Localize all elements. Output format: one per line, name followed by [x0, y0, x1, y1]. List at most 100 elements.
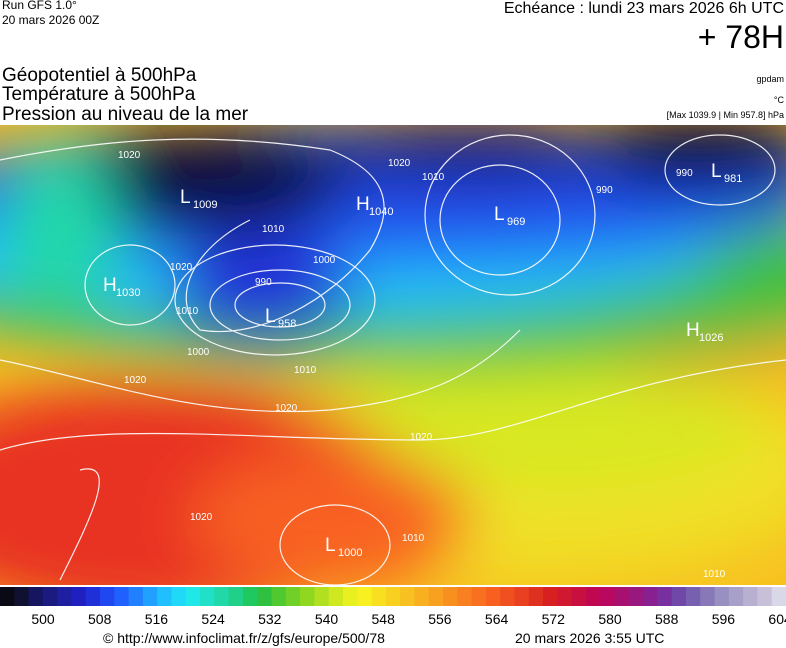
colorbar-swatch — [328, 587, 344, 606]
isobar-label: 1010 — [703, 569, 726, 580]
colorbar-swatch — [385, 587, 401, 606]
colorbar-swatch — [543, 587, 558, 606]
center-value: 981 — [724, 173, 742, 185]
colorbar-swatch — [14, 587, 30, 606]
center-letter: L — [711, 161, 722, 182]
colorbar-label: 500 — [31, 611, 55, 627]
colorbar-label: 580 — [598, 611, 622, 627]
colorbar-swatch — [771, 587, 786, 606]
horizon: + 78H — [698, 19, 784, 55]
center-value: 1026 — [699, 332, 723, 344]
isobar-label: 1020 — [388, 158, 411, 169]
colorbar-swatch — [314, 587, 330, 606]
colorbar-swatch — [71, 587, 87, 606]
colorbar-swatch — [700, 587, 716, 606]
colorbar-swatch — [714, 587, 730, 606]
isobar-label: 1010 — [402, 533, 425, 544]
center-letter: L — [265, 306, 276, 327]
colorbar-swatch — [600, 587, 616, 606]
run-date: 20 mars 2026 00Z — [2, 13, 99, 27]
center-letter: L — [494, 204, 505, 225]
run-label: Run GFS 1.0° — [2, 0, 77, 12]
isobar-label: 1010 — [262, 224, 285, 235]
colorbar-swatch — [57, 587, 72, 606]
isobar-label: 1010 — [294, 365, 317, 376]
colorbar-swatch — [214, 587, 230, 606]
colorbar-swatch — [443, 587, 458, 606]
echeance: Echéance : lundi 23 mars 2026 6h UTC — [504, 0, 784, 17]
colorbar-label: 548 — [372, 611, 396, 627]
center-letter: H — [103, 275, 117, 296]
isobar-label: 990 — [255, 277, 272, 288]
center-value: 958 — [278, 318, 296, 330]
colorbar-swatch — [371, 587, 387, 606]
center-letter: H — [686, 320, 700, 341]
colorbar-swatch — [342, 587, 358, 606]
colorbar-label: 572 — [542, 611, 566, 627]
colorbar-swatch — [142, 587, 158, 606]
colorbar-swatch — [485, 587, 501, 606]
colorbar-label: 516 — [145, 611, 169, 627]
colorbar-swatch — [557, 587, 573, 606]
colorbar-swatch — [228, 587, 244, 606]
colorbar-swatch — [757, 587, 773, 606]
center-value: 1009 — [193, 199, 217, 211]
center-letter: L — [325, 535, 336, 556]
colorbar-swatch — [400, 587, 415, 606]
colorbar-swatch — [585, 587, 601, 606]
colorbar-swatch — [85, 587, 101, 606]
isobar-label: 1020 — [170, 262, 193, 273]
isobar-label: 1020 — [190, 512, 213, 523]
colorbar-swatch — [514, 587, 530, 606]
unit-celsius: °C — [774, 95, 785, 105]
colorbar-label: 532 — [258, 611, 282, 627]
isobar-label: 1010 — [176, 306, 199, 317]
center-value: 969 — [507, 216, 525, 228]
colorbar-swatch — [414, 587, 430, 606]
isobar-label: 1000 — [313, 255, 336, 266]
unit-pressure: [Max 1039.9 | Min 957.8] hPa — [667, 110, 784, 120]
colorbar-swatch — [728, 587, 744, 606]
colorbar-label: 596 — [712, 611, 736, 627]
isobar-label: 990 — [596, 185, 613, 196]
colorbar-swatch — [28, 587, 44, 606]
colorbar-swatch — [300, 587, 315, 606]
colorbar-swatch — [42, 587, 58, 606]
center-letter: H — [356, 194, 370, 215]
map — [0, 125, 786, 585]
colorbar-swatch — [657, 587, 673, 606]
isobar-label: 1020 — [275, 403, 298, 414]
isobar-label: 1000 — [187, 347, 210, 358]
footer-url: © http://www.infoclimat.fr/z/gfs/europe/… — [103, 630, 385, 646]
colorbar-label: 588 — [655, 611, 679, 627]
colorbar-swatch — [500, 587, 515, 606]
colorbar-label: 540 — [315, 611, 339, 627]
colorbar-swatch — [128, 587, 144, 606]
title-geopotential: Géopotentiel à 500hPa — [2, 65, 197, 86]
colorbar-swatch — [271, 587, 287, 606]
colorbar-swatch — [628, 587, 644, 606]
colorbar-swatch — [743, 587, 758, 606]
isobar-label: 1020 — [124, 375, 147, 386]
colorbar-label: 524 — [201, 611, 225, 627]
title-pressure: Pression au niveau de la mer — [2, 104, 249, 125]
title-temperature: Température à 500hPa — [2, 84, 196, 105]
colorbar-swatch — [100, 587, 115, 606]
colorbar-label: 556 — [428, 611, 452, 627]
isobar-label: 990 — [676, 168, 693, 179]
isobar-label: 1010 — [422, 172, 445, 183]
colorbar-swatch — [528, 587, 544, 606]
colorbar-swatch — [671, 587, 687, 606]
colorbar-label: 604 — [768, 611, 786, 627]
colorbar-swatch — [428, 587, 444, 606]
colorbar-swatch — [257, 587, 273, 606]
colorbar-swatch — [471, 587, 487, 606]
isobar-label: 1020 — [410, 432, 433, 443]
center-value: 1030 — [116, 287, 140, 299]
center-value: 1000 — [338, 547, 362, 559]
unit-gpdam: gpdam — [756, 74, 784, 84]
colorbar-label: 508 — [88, 611, 112, 627]
colorbar-swatch — [0, 587, 15, 606]
colorbar-swatch — [614, 587, 630, 606]
